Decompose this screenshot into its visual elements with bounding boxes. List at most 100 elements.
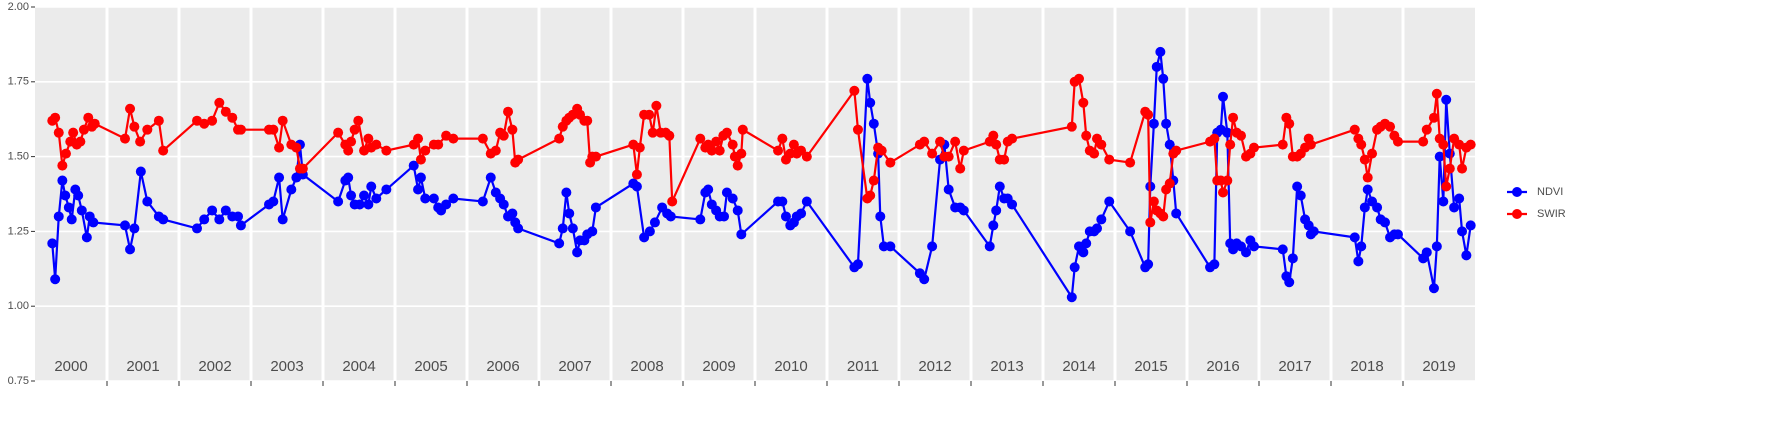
y-tick-label: 1.50 bbox=[8, 151, 29, 163]
data-point bbox=[513, 154, 524, 165]
data-point bbox=[711, 136, 722, 147]
data-point bbox=[994, 181, 1005, 192]
data-point bbox=[199, 214, 210, 225]
data-point bbox=[1372, 202, 1383, 213]
data-point bbox=[233, 211, 244, 222]
data-point bbox=[1078, 247, 1089, 258]
data-point bbox=[68, 127, 79, 138]
data-point bbox=[1284, 277, 1295, 288]
data-point bbox=[943, 151, 954, 162]
data-point bbox=[958, 205, 969, 216]
data-point bbox=[53, 211, 64, 222]
x-tick-label: 2019 bbox=[1422, 358, 1455, 375]
data-point bbox=[1356, 241, 1367, 252]
data-point bbox=[277, 115, 288, 126]
data-point bbox=[125, 103, 136, 114]
data-point bbox=[207, 205, 218, 216]
x-tick-label: 2006 bbox=[486, 358, 519, 375]
data-point bbox=[1066, 121, 1077, 132]
data-point bbox=[513, 223, 524, 234]
data-point bbox=[1449, 202, 1460, 213]
legend-marker bbox=[1512, 187, 1522, 197]
data-point bbox=[572, 247, 583, 258]
data-point bbox=[554, 238, 565, 249]
data-point bbox=[1308, 226, 1319, 237]
data-point bbox=[153, 115, 164, 126]
data-point bbox=[1089, 148, 1100, 159]
data-point bbox=[1158, 211, 1169, 222]
data-point bbox=[865, 190, 876, 201]
data-point bbox=[1155, 46, 1166, 57]
data-point bbox=[862, 73, 873, 84]
data-point bbox=[220, 205, 231, 216]
data-point bbox=[1465, 220, 1476, 231]
data-point bbox=[214, 214, 225, 225]
data-point bbox=[1164, 139, 1175, 150]
data-point bbox=[1362, 184, 1373, 195]
data-point bbox=[381, 184, 392, 195]
data-point bbox=[1457, 226, 1468, 237]
data-point bbox=[1148, 118, 1159, 129]
data-point bbox=[274, 172, 285, 183]
x-tick-label: 2014 bbox=[1062, 358, 1095, 375]
data-point bbox=[801, 196, 812, 207]
data-point bbox=[485, 172, 496, 183]
data-point bbox=[988, 220, 999, 231]
data-point bbox=[1444, 163, 1455, 174]
data-point bbox=[1367, 148, 1378, 159]
data-point bbox=[1222, 127, 1233, 138]
data-point bbox=[448, 133, 459, 144]
data-point bbox=[732, 160, 743, 171]
data-point bbox=[736, 229, 747, 240]
data-point bbox=[63, 202, 74, 213]
data-point bbox=[192, 223, 202, 234]
data-point bbox=[363, 133, 374, 144]
data-point bbox=[567, 223, 578, 234]
data-point bbox=[1277, 244, 1288, 255]
legend-marker bbox=[1512, 209, 1522, 219]
data-point bbox=[73, 190, 84, 201]
data-point bbox=[286, 184, 297, 195]
data-point bbox=[788, 139, 799, 150]
x-tick-label: 2009 bbox=[702, 358, 735, 375]
data-point bbox=[651, 100, 662, 111]
data-point bbox=[1362, 172, 1373, 183]
data-point bbox=[135, 136, 146, 147]
data-point bbox=[727, 193, 738, 204]
data-point bbox=[876, 145, 887, 156]
data-point bbox=[1305, 139, 1316, 150]
data-point bbox=[57, 160, 68, 171]
data-point bbox=[1081, 238, 1092, 249]
data-point bbox=[1248, 241, 1259, 252]
data-point bbox=[235, 220, 246, 231]
data-point bbox=[1441, 94, 1452, 105]
data-point bbox=[1078, 97, 1089, 108]
x-tick-label: 2007 bbox=[558, 358, 591, 375]
x-tick-label: 2018 bbox=[1350, 358, 1383, 375]
data-point bbox=[868, 175, 879, 186]
data-point bbox=[1421, 124, 1432, 135]
data-point bbox=[1457, 163, 1468, 174]
data-point bbox=[1074, 73, 1084, 84]
data-point bbox=[498, 130, 509, 141]
data-point bbox=[120, 133, 130, 144]
data-point bbox=[274, 142, 285, 153]
data-point bbox=[1096, 214, 1107, 225]
data-point bbox=[868, 118, 879, 129]
data-point bbox=[706, 145, 717, 156]
data-point bbox=[1081, 130, 1092, 141]
data-point bbox=[1241, 247, 1252, 258]
data-point bbox=[1428, 112, 1439, 123]
data-point bbox=[1125, 157, 1136, 168]
data-point bbox=[1434, 151, 1445, 162]
data-point bbox=[142, 196, 153, 207]
data-point bbox=[1438, 196, 1449, 207]
data-point bbox=[919, 136, 930, 147]
data-point bbox=[420, 193, 431, 204]
data-point bbox=[557, 223, 568, 234]
y-tick-label: 2.00 bbox=[8, 1, 29, 13]
data-point bbox=[346, 190, 357, 201]
data-point bbox=[1349, 232, 1360, 243]
data-point bbox=[343, 172, 354, 183]
data-point bbox=[943, 184, 954, 195]
